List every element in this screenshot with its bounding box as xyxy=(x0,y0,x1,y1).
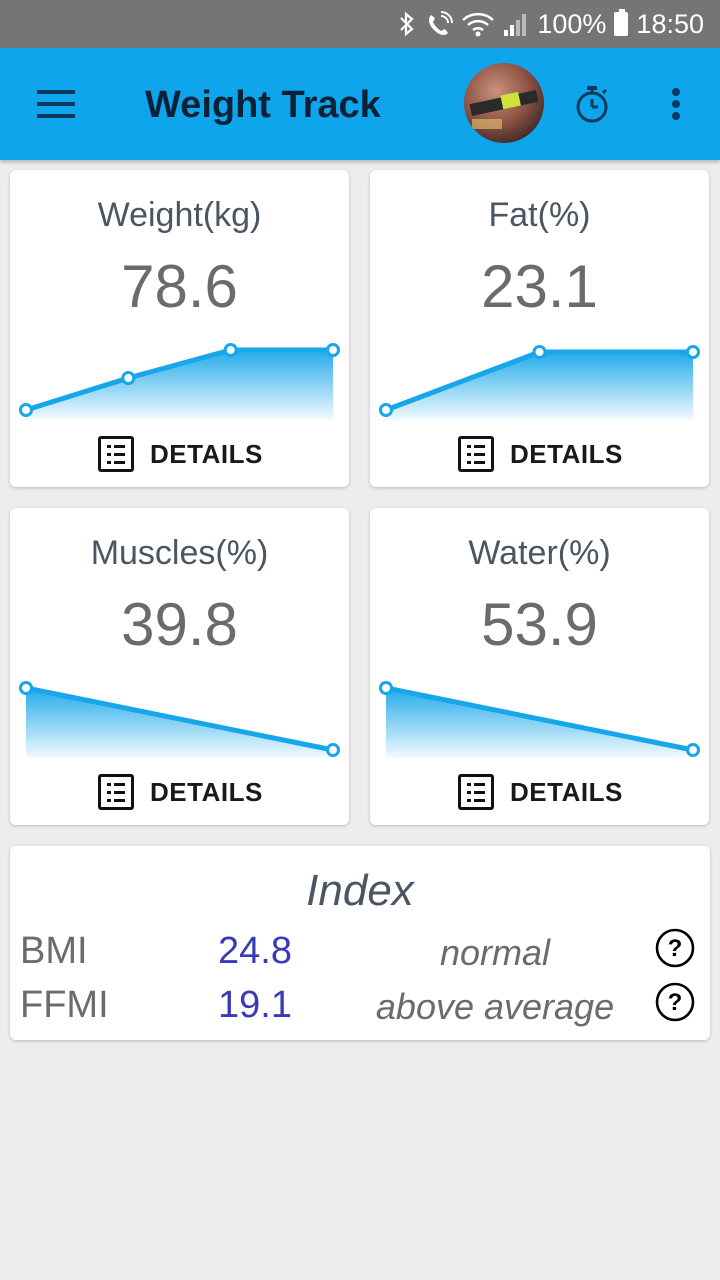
bluetooth-icon xyxy=(397,10,417,38)
metric-value: 78.6 xyxy=(121,253,238,320)
fat-card[interactable]: Fat(%) 23.1 DETAILS xyxy=(370,170,709,487)
trend-point xyxy=(686,743,700,757)
details-label: DETAILS xyxy=(150,776,263,807)
weight-card[interactable]: Weight(kg) 78.6 DETAILS xyxy=(10,170,349,487)
details-label: DETAILS xyxy=(510,776,623,807)
metric-label: Water(%) xyxy=(468,534,611,572)
muscles-card[interactable]: Muscles(%) 39.8 DETAILS xyxy=(10,508,349,825)
ffmi-help-icon[interactable]: ? xyxy=(655,982,695,1022)
trend-point xyxy=(326,343,340,357)
fat-trend-chart xyxy=(379,345,700,420)
list-icon xyxy=(458,774,494,810)
trend-area xyxy=(386,352,693,420)
muscles-trend-chart xyxy=(19,681,340,758)
stopwatch-icon[interactable] xyxy=(570,82,614,126)
metric-value: 23.1 xyxy=(481,253,598,320)
trend-point xyxy=(121,371,136,385)
muscles-details-button[interactable]: DETAILS xyxy=(98,772,263,812)
wifi-icon xyxy=(461,10,495,38)
svg-text:?: ? xyxy=(668,989,683,1016)
trend-point xyxy=(326,743,340,757)
battery-percent: 100% xyxy=(537,8,607,39)
trend-point xyxy=(379,403,393,417)
app-title: Weight Track xyxy=(145,84,381,126)
list-icon xyxy=(98,774,134,810)
battery-icon xyxy=(614,9,629,36)
metric-label: Muscles(%) xyxy=(90,534,269,572)
list-icon xyxy=(98,436,134,472)
index-name: BMI xyxy=(20,930,88,972)
ffmi-row: FFMI 19.1 above average ? xyxy=(10,978,710,1028)
trend-point xyxy=(379,681,393,695)
index-value: 19.1 xyxy=(218,984,292,1026)
trend-point xyxy=(19,403,33,417)
water-card[interactable]: Water(%) 53.9 DETAILS xyxy=(370,508,709,825)
trend-line xyxy=(25,347,333,413)
details-label: DETAILS xyxy=(150,438,263,469)
clock: 18:50 xyxy=(636,8,704,39)
index-status: normal xyxy=(439,932,551,973)
index-title: Index xyxy=(306,866,414,915)
trend-point xyxy=(19,681,33,695)
list-icon xyxy=(458,436,494,472)
signal-icon xyxy=(503,10,529,38)
overflow-menu-icon[interactable] xyxy=(666,80,686,128)
trend-line xyxy=(385,685,694,753)
trend-point xyxy=(532,345,547,359)
svg-text:?: ? xyxy=(668,935,683,962)
menu-icon[interactable] xyxy=(36,84,76,124)
weight-details-button[interactable]: DETAILS xyxy=(98,434,263,474)
weight-trend-chart xyxy=(19,343,340,420)
trend-line xyxy=(25,685,334,753)
index-value: 24.8 xyxy=(218,930,292,972)
trend-point xyxy=(223,343,238,357)
bmi-help-icon[interactable]: ? xyxy=(655,928,695,968)
water-details-button[interactable]: DETAILS xyxy=(458,772,623,812)
metric-value: 53.9 xyxy=(481,591,598,658)
status-bar: 100% 18:50 xyxy=(0,0,720,48)
index-status: above average xyxy=(375,986,615,1027)
app-bar: Weight Track xyxy=(0,48,720,160)
water-trend-chart xyxy=(379,681,700,758)
fat-details-button[interactable]: DETAILS xyxy=(458,434,623,474)
trend-area xyxy=(26,350,333,420)
metric-value: 39.8 xyxy=(121,591,238,658)
index-card: Index BMI 24.8 normal ? FFMI 19.1 above … xyxy=(10,846,710,1040)
index-name: FFMI xyxy=(20,984,109,1026)
trend-point xyxy=(686,345,700,359)
bmi-row: BMI 24.8 normal ? xyxy=(10,924,710,974)
metric-label: Weight(kg) xyxy=(97,196,262,234)
details-label: DETAILS xyxy=(510,438,623,469)
wifi-call-icon xyxy=(425,10,454,38)
avatar[interactable] xyxy=(464,63,544,143)
metric-label: Fat(%) xyxy=(488,196,591,234)
